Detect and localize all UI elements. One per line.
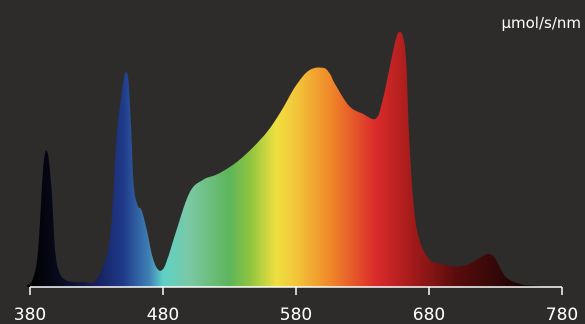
x-tick-label: 780 xyxy=(546,305,578,324)
x-tick-label: 480 xyxy=(147,305,179,324)
x-tick-label: 380 xyxy=(14,305,46,324)
x-axis-ticks: 380 480 580 680 780 xyxy=(14,287,578,324)
x-tick-label: 580 xyxy=(280,305,312,324)
x-tick-label: 680 xyxy=(413,305,445,324)
unit-label: µmol/s/nm xyxy=(501,14,581,32)
spectrum-area xyxy=(27,32,560,287)
